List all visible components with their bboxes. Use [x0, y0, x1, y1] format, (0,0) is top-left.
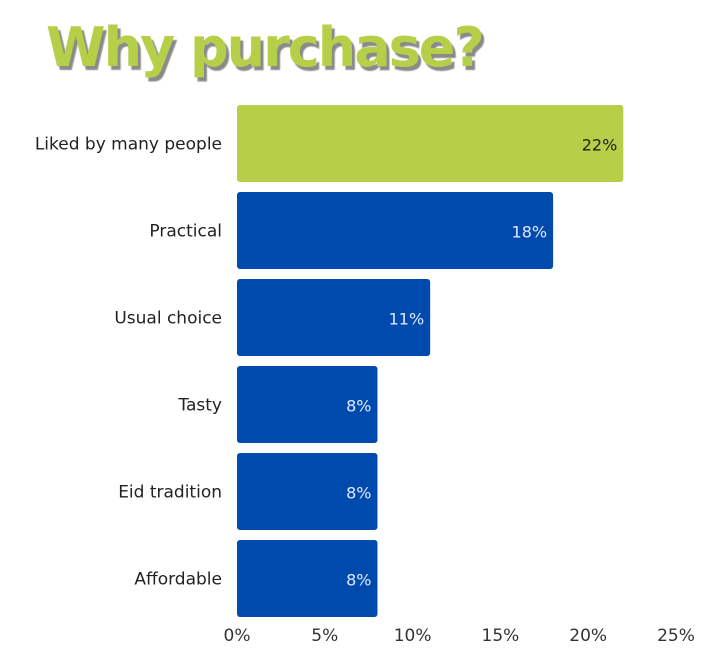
bar-3	[237, 366, 378, 443]
bar-0	[237, 105, 624, 182]
x-tick-label: 20%	[569, 626, 607, 646]
data-label: 11%	[389, 310, 425, 329]
category-label: Tasty	[177, 396, 222, 416]
chart-title: Why purchase?	[46, 16, 483, 79]
bar-2	[237, 279, 431, 356]
x-tick-label: 10%	[394, 626, 432, 646]
data-label: 8%	[346, 571, 371, 590]
category-label: Liked by many people	[35, 135, 222, 155]
data-label: 22%	[582, 136, 618, 155]
x-tick-label: 5%	[311, 626, 338, 646]
category-label: Eid tradition	[118, 483, 222, 503]
data-label: 8%	[346, 484, 371, 503]
x-tick-label: 15%	[482, 626, 520, 646]
x-tick-label: 25%	[657, 626, 695, 646]
bar-4	[237, 453, 378, 530]
category-label: Practical	[149, 222, 222, 242]
bar-1	[237, 192, 554, 269]
data-label: 18%	[512, 223, 548, 242]
data-label: 8%	[346, 397, 371, 416]
bar-5	[237, 540, 378, 617]
x-tick-label: 0%	[224, 626, 251, 646]
category-label: Usual choice	[114, 309, 222, 329]
category-label: Affordable	[134, 570, 222, 590]
